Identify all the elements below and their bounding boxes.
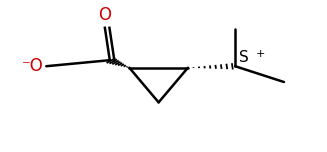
Text: ⁻O: ⁻O bbox=[22, 57, 44, 75]
Text: O: O bbox=[98, 6, 112, 24]
Text: +: + bbox=[255, 49, 265, 59]
Text: S: S bbox=[239, 50, 249, 65]
